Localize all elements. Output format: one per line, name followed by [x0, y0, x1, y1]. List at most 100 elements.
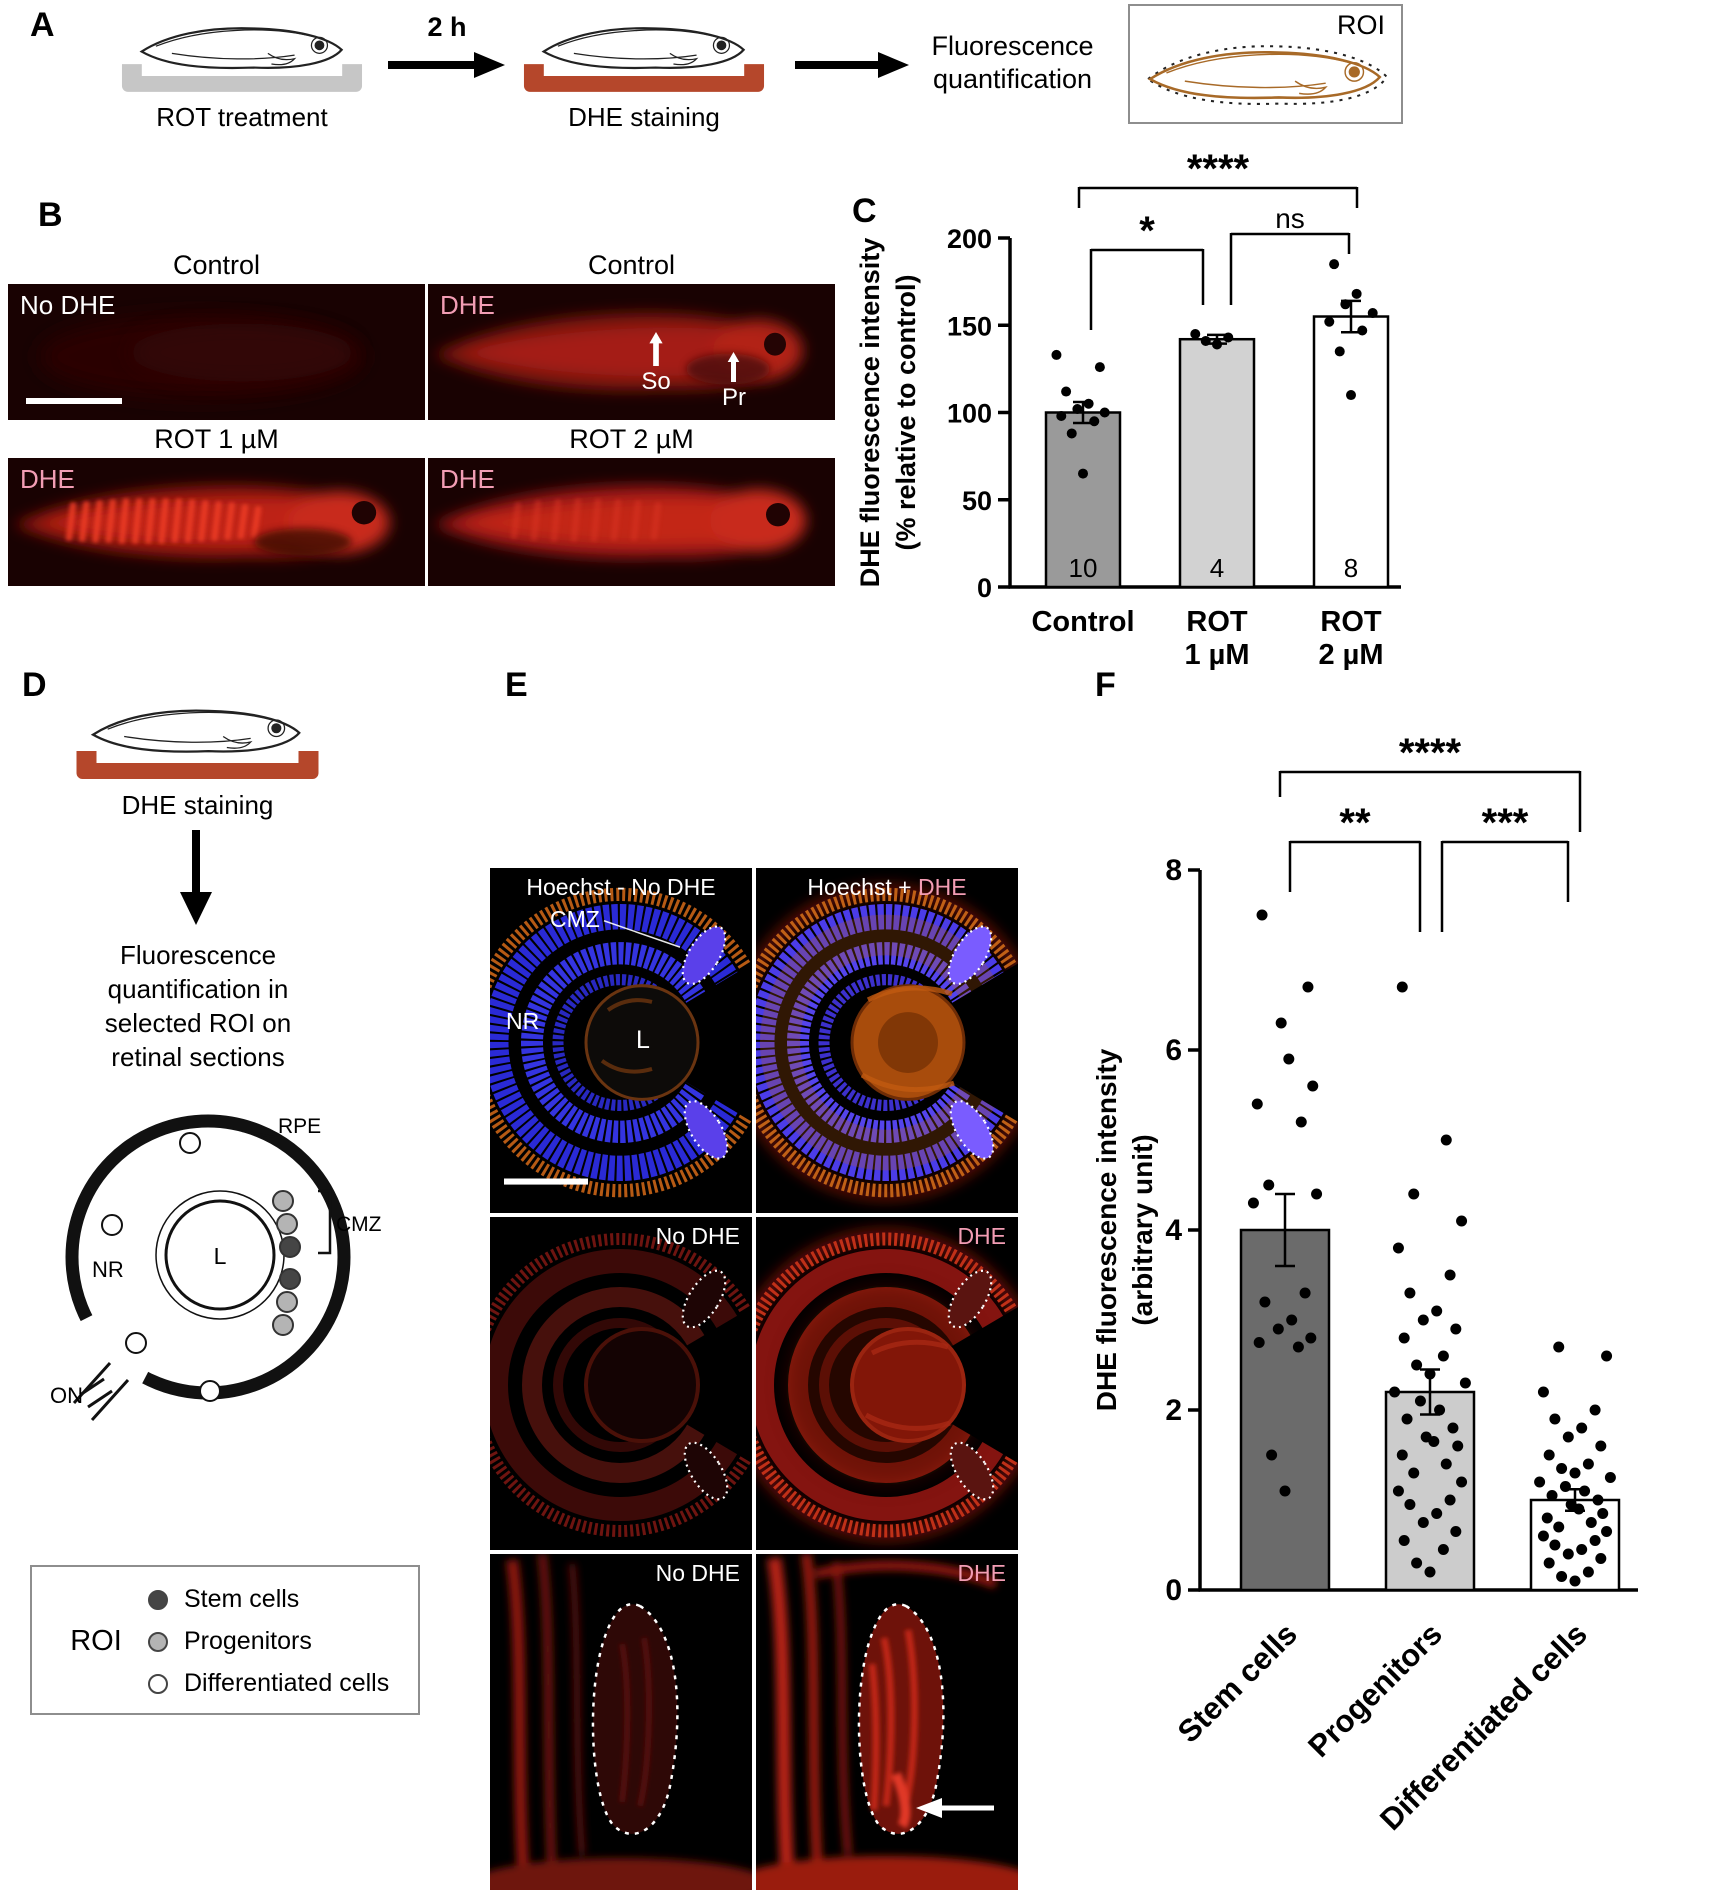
retina-section-drawing — [756, 1229, 1018, 1541]
dhe-staining-caption: DHE staining — [568, 102, 720, 132]
image-title-control-1: Control — [172, 250, 261, 280]
roi-legend: ROI Stem cells Progenitors Differentiate… — [30, 1565, 420, 1715]
svg-text:Stem cells: Stem cells — [1171, 1616, 1304, 1749]
svg-text:4: 4 — [1210, 553, 1224, 583]
svg-text:(% relative to control): (% relative to control) — [891, 274, 921, 550]
retina-section-drawing — [490, 887, 752, 1198]
stem-cells-dot — [148, 1589, 168, 1610]
panel-label-e: E — [505, 666, 528, 704]
tadpole-fluorescence-drawing — [434, 485, 806, 559]
fluorescence-quantification-caption: Fluorescence quantification — [931, 31, 1094, 94]
tadpole-fluorescence-drawing — [434, 312, 803, 391]
svg-text:150: 150 — [947, 311, 992, 341]
svg-text:****: **** — [1187, 150, 1250, 191]
fluorescence-image-control-dhe: DHE So Pr — [428, 284, 835, 420]
dhe-tag: DHE — [20, 464, 75, 494]
time-label: 2 h — [427, 12, 467, 42]
image-label: No DHE — [655, 1560, 740, 1586]
panel-label-f: F — [1095, 666, 1116, 704]
retina-image-dhe-red: DHE — [756, 1217, 1018, 1550]
legend-item-stem-cells: Stem cells — [148, 1585, 299, 1614]
fluorescence-image-control-no-dhe: No DHE — [8, 284, 425, 420]
roi-box-label: ROI — [1336, 10, 1385, 40]
retina-image-hoechst-no-dhe: Hoechst - No DHE CMZ NR L — [490, 868, 752, 1213]
tadpole-fluorescence-drawing — [14, 485, 390, 559]
rot-treatment-caption: ROT treatment — [156, 102, 328, 132]
image-title-rot2: ROT 2 µM — [569, 424, 694, 454]
somite-annotation: So — [641, 368, 671, 395]
svg-text:2: 2 — [1165, 1394, 1182, 1427]
arrow-right-icon — [388, 52, 505, 78]
image-label: Hoechst - No DHE — [526, 874, 716, 900]
retina-roi-schematic: RPE CMZ NR L ON — [50, 1114, 382, 1422]
rpe-label: RPE — [278, 1115, 321, 1138]
retina-image-hoechst-dhe: Hoechst + DHE — [756, 868, 1018, 1213]
image-label: DHE — [957, 1223, 1006, 1249]
svg-text:ns: ns — [1275, 203, 1305, 234]
dhe-tag: DHE — [440, 290, 495, 320]
svg-text:6: 6 — [1165, 1034, 1182, 1067]
svg-text:8: 8 — [1344, 553, 1358, 583]
image-label: No DHE — [655, 1223, 740, 1249]
tadpole-schematic — [541, 27, 746, 70]
red-tray — [523, 64, 765, 92]
svg-text:8: 8 — [1165, 854, 1182, 887]
tadpole-roi-outline — [1146, 45, 1389, 105]
lens-label: L — [214, 1243, 227, 1269]
svg-text:200: 200 — [947, 224, 992, 254]
svg-text:***: *** — [1482, 801, 1529, 845]
pronephros-annotation: Pr — [722, 384, 746, 411]
image-title-control-2: Control — [587, 250, 676, 280]
cmz-label: CMZ — [550, 906, 600, 932]
svg-text:Control: Control — [1031, 606, 1134, 638]
svg-text:0: 0 — [977, 573, 992, 603]
panel-label-a: A — [30, 6, 55, 44]
svg-text:100: 100 — [947, 399, 992, 429]
roi-legend-title: ROI — [70, 1625, 122, 1657]
legend-item-differentiated: Differentiated cells — [148, 1669, 389, 1698]
tadpole-schematic — [90, 709, 301, 753]
nr-label: NR — [92, 1257, 124, 1282]
arrow-up-icon — [727, 352, 740, 382]
cmz-zoom-drawing — [490, 1554, 752, 1890]
arrow-right-icon — [795, 52, 909, 78]
arrow-down-icon — [180, 830, 212, 925]
retina-image-no-dhe-red: No DHE — [490, 1217, 752, 1550]
scale-bar — [26, 398, 122, 404]
cmz-zoom-dhe: DHE — [756, 1554, 1018, 1890]
gray-tray — [121, 64, 363, 92]
cmz-zoom-no-dhe: No DHE — [490, 1554, 752, 1890]
svg-text:4: 4 — [1165, 1214, 1182, 1247]
arrow-up-icon — [649, 332, 663, 366]
panel-label-c: C — [852, 192, 877, 230]
image-label: Hoechst + DHE — [807, 874, 967, 900]
nr-label: NR — [506, 1008, 540, 1034]
tadpole-fluorescence-drawing — [38, 315, 364, 399]
svg-text:ROT: ROT — [1320, 606, 1382, 638]
svg-text:****: **** — [1399, 731, 1462, 775]
fluorescence-image-rot2-dhe: DHE — [428, 458, 835, 586]
panel-label-b: B — [38, 196, 63, 234]
panel-label-d: D — [22, 666, 47, 704]
svg-text:10: 10 — [1069, 553, 1098, 583]
no-dhe-tag: No DHE — [20, 290, 116, 320]
red-tray — [76, 751, 319, 779]
svg-text:(arbitrary unit): (arbitrary unit) — [1127, 1134, 1158, 1325]
dhe-tag: DHE — [440, 464, 495, 494]
image-label: DHE — [957, 1560, 1006, 1586]
roi-illustration-box: ROI — [1128, 4, 1403, 124]
on-label: ON — [50, 1383, 83, 1408]
svg-text:DHE fluorescence intensity: DHE fluorescence intensity — [855, 238, 885, 588]
fluorescence-image-rot1-dhe: DHE — [8, 458, 425, 586]
svg-text:2 µM: 2 µM — [1318, 639, 1383, 671]
svg-text:Progenitors: Progenitors — [1301, 1616, 1449, 1764]
dhe-staining-caption: DHE staining — [121, 790, 274, 820]
tadpole-schematic — [139, 27, 344, 70]
differentiated-cells-dot — [148, 1673, 168, 1694]
cmz-zoom-drawing — [756, 1554, 1018, 1890]
retina-section-drawing — [756, 885, 1018, 1200]
cmz-label: CMZ — [336, 1213, 382, 1236]
svg-text:0: 0 — [1165, 1574, 1182, 1607]
